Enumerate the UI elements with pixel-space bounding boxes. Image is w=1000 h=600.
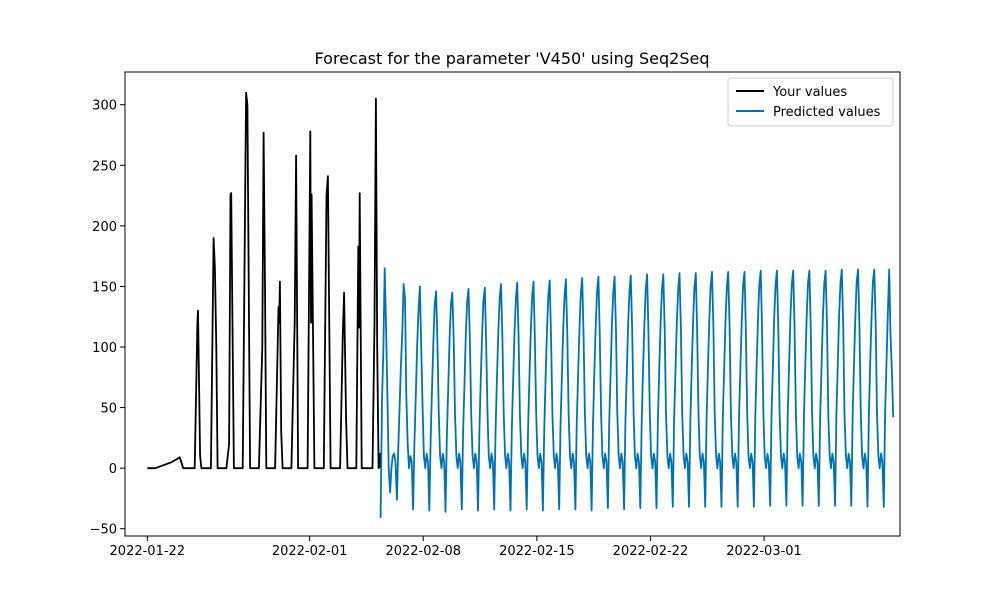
y-tick-label: 0	[109, 462, 117, 477]
legend: Your values Predicted values	[727, 77, 894, 127]
y-axis: −50 0 50 100 150 200 250 300	[90, 99, 125, 538]
series-line-your-values	[147, 91, 382, 470]
x-axis: 2022-01-22 2022-02-01 2022-02-08 2022-02-15…	[110, 536, 802, 559]
series-layer	[147, 91, 895, 518]
y-tick-label: 200	[92, 220, 117, 235]
legend-box	[727, 77, 894, 127]
y-tick-label: 250	[92, 159, 117, 174]
y-tick-label: 50	[100, 402, 117, 417]
chart-title: Forecast for the parameter 'V450' using …	[315, 49, 710, 68]
x-tick-label: 2022-03-01	[726, 544, 802, 559]
x-tick-label: 2022-02-22	[613, 544, 689, 559]
y-tick-label: 300	[92, 99, 117, 114]
x-tick-label: 2022-02-08	[385, 544, 461, 559]
y-tick-label: 100	[92, 341, 117, 356]
y-tick-label: 150	[92, 280, 117, 295]
x-tick-label: 2022-02-15	[499, 544, 575, 559]
legend-label-your-values: Your values	[772, 85, 847, 100]
plot-frame	[124, 71, 901, 537]
y-tick-label: −50	[90, 523, 117, 538]
x-tick-label: 2022-01-22	[110, 544, 186, 559]
legend-label-predicted-values: Predicted values	[773, 105, 881, 120]
series-line-predicted-values	[379, 267, 895, 518]
x-tick-label: 2022-02-01	[272, 544, 348, 559]
